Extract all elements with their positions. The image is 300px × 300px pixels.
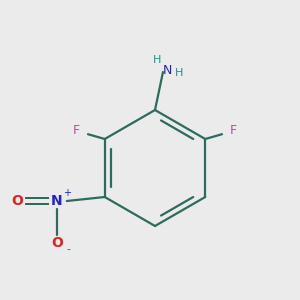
Text: -: - — [67, 244, 71, 254]
Text: N: N — [162, 64, 172, 76]
Text: H: H — [153, 55, 161, 65]
Text: O: O — [11, 194, 23, 208]
Text: N: N — [51, 194, 63, 208]
Text: F: F — [73, 124, 80, 137]
Text: F: F — [230, 124, 237, 137]
Text: H: H — [175, 68, 183, 78]
Text: +: + — [63, 188, 71, 198]
Text: O: O — [51, 236, 63, 250]
